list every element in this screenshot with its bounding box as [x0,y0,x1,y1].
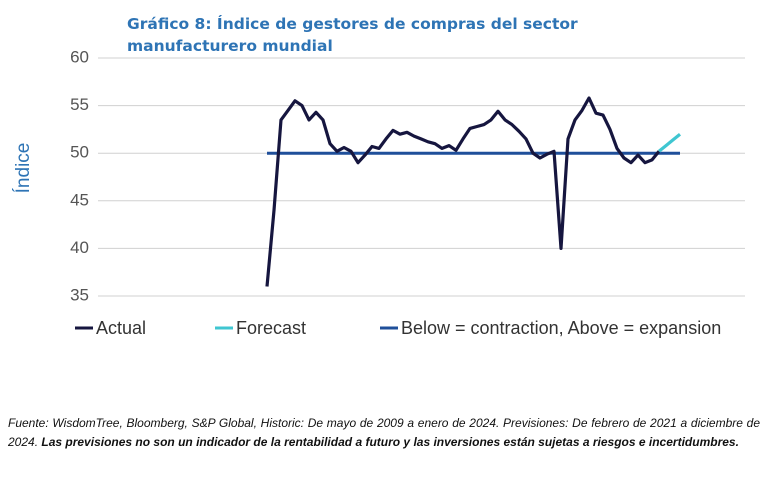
y-tick-label: 55 [70,95,89,114]
y-axis-label: Índice [13,143,34,194]
legend-label: Actual [96,318,146,338]
legend-label: Below = contraction, Above = expansion [401,318,721,338]
chart: 35 40 45 50 55 60 Índice Actual Forecast Below = … [13,47,745,338]
source-note: Fuente: WisdomTree, Bloomberg, S&P Globa… [8,414,760,452]
legend-label: Forecast [236,318,306,338]
chart-title: Gráfico 8: Índice de gestores de compras… [127,15,578,55]
y-tick-label: 40 [70,238,89,257]
source: Fuente: WisdomTree, Bloomberg, S&P Globa… [8,416,760,449]
series-line [265,96,661,287]
y-tick-label: 50 [70,143,89,162]
y-tick-label: 45 [70,190,89,209]
y-tick-label: 60 [70,47,89,66]
y-tick-label: 35 [70,285,89,304]
series-line [657,132,682,153]
disclaimer: Las previsiones no son un indicador de l… [41,435,739,449]
